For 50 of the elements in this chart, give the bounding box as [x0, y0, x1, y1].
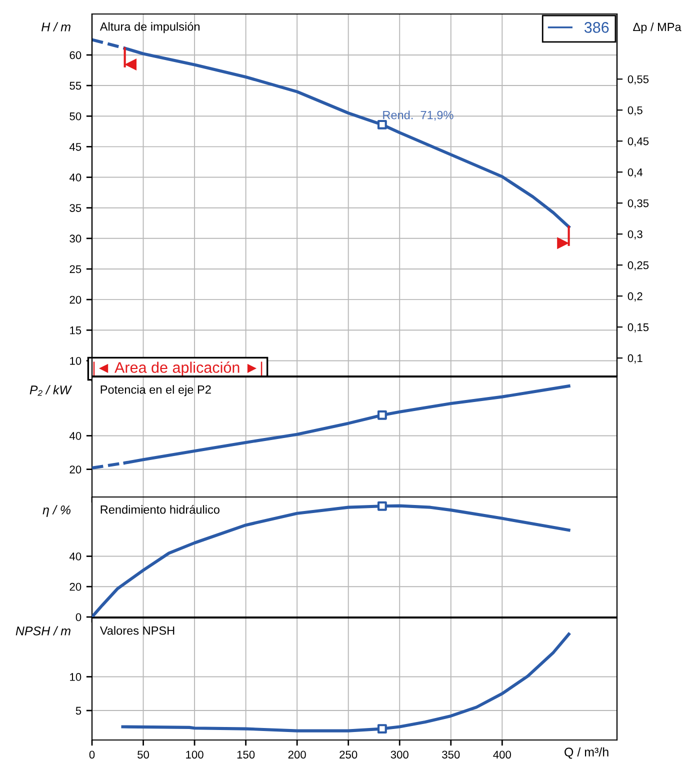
- y-tick-label: 5: [76, 706, 82, 715]
- y-tick-label: 30: [70, 234, 82, 243]
- y-tick-label: 25: [70, 265, 82, 274]
- annotation: |◄ Area de aplicación ►|: [93, 362, 262, 376]
- x-tick-label: 50: [138, 750, 150, 759]
- text: Valores NPSH: [100, 626, 174, 635]
- legend-label: 386: [584, 22, 609, 33]
- y-tick-label: 35: [70, 204, 82, 212]
- x-tick-label: 200: [288, 750, 306, 759]
- y-tick-label: 10: [70, 673, 82, 681]
- y2-tick-label: 0,45: [628, 137, 649, 147]
- text: Altura de impulsión: [100, 22, 200, 34]
- y-axis-title: P₂ / kW: [30, 385, 72, 396]
- y-tick-label: 60: [70, 51, 82, 60]
- y-axis-title: H / m: [42, 22, 70, 32]
- y-tick-label: 15: [70, 326, 82, 334]
- y-tick-label: 45: [69, 143, 82, 151]
- y-tick-label: 10: [70, 356, 82, 365]
- y-axis-title: η / %: [42, 505, 70, 517]
- y2-tick-label: 0,3: [628, 230, 642, 240]
- y-tick-label: 20: [70, 466, 82, 474]
- annotation: Rend. 71,9%: [383, 110, 454, 121]
- y-tick-label: 55: [70, 82, 82, 90]
- y-tick-label: 50: [70, 112, 82, 120]
- y2-tick-label: 0,25: [628, 261, 649, 270]
- y2-tick-label: 0,35: [628, 199, 649, 209]
- x-tick-label: 400: [493, 750, 511, 759]
- text: Potencia en el eje P2: [100, 385, 211, 396]
- y-tick-label: 40: [69, 174, 82, 182]
- y-tick-label: 20: [70, 296, 82, 304]
- y2-tick-label: 0,5: [628, 106, 642, 116]
- y2-tick-label: 0,55: [628, 75, 649, 85]
- x-tick-label: 0: [89, 750, 95, 759]
- x-tick-label: 250: [340, 750, 358, 759]
- y2-tick-label: 0,15: [628, 323, 649, 332]
- x-axis-title: Q / m³/h: [564, 747, 608, 759]
- y2-axis-title: Δp / MPa: [633, 22, 682, 34]
- y-tick-label: 40: [69, 432, 82, 440]
- y-tick-label: 20: [70, 582, 82, 591]
- x-tick-label: 100: [186, 750, 204, 759]
- x-tick-label: 350: [442, 750, 460, 759]
- x-tick-label: 150: [237, 750, 255, 759]
- y2-tick-label: 0,1: [628, 354, 642, 364]
- y2-tick-label: 0,2: [628, 292, 642, 302]
- y-tick-label: 40: [69, 552, 82, 560]
- x-tick-label: 300: [390, 750, 408, 759]
- y2-tick-label: 0,4: [628, 168, 643, 178]
- y-axis-title: NPSH / m: [16, 626, 70, 636]
- y-tick-label: 0: [76, 613, 82, 622]
- text: Rendimiento hidráulico: [100, 504, 220, 514]
